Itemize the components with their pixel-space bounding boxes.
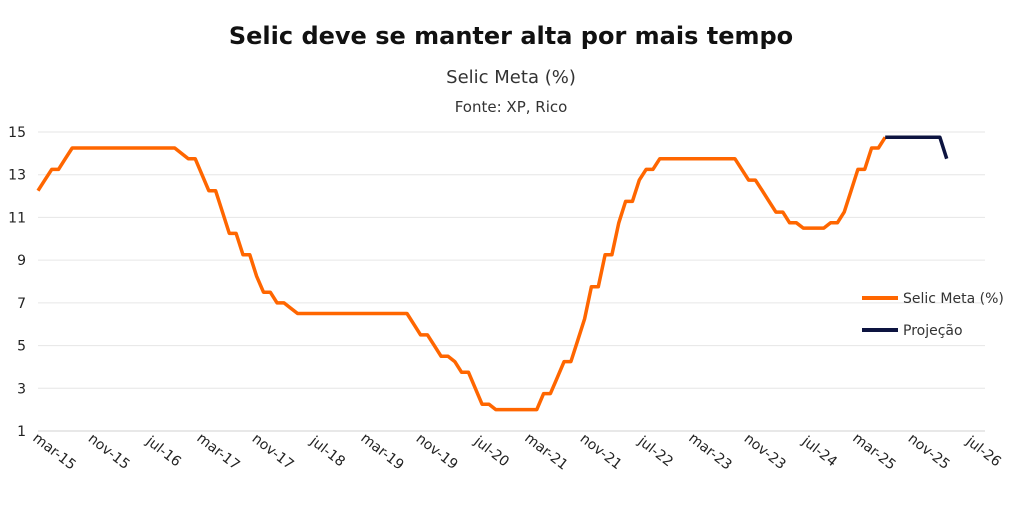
y-tick-label: 1	[17, 424, 26, 440]
y-tick-label: 5	[17, 339, 26, 355]
x-tick-label: jul-16	[142, 433, 184, 471]
gridlines	[38, 131, 985, 432]
x-tick-label: nov-19	[413, 431, 461, 473]
y-tick-label: 9	[17, 253, 26, 269]
y-axis: 15 13 11 9 7 5 3 1	[8, 125, 26, 440]
legend-label-selic: Selic Meta (%)	[903, 291, 1004, 307]
chart-title: Selic deve se manter alta por mais tempo	[229, 22, 793, 50]
legend: Selic Meta (%) Projeção	[862, 291, 1004, 339]
x-axis: mar-15 nov-15 jul-16 mar-17 nov-17 jul-18 mar-…	[30, 430, 1004, 473]
x-tick-label: mar-19	[357, 430, 406, 473]
x-tick-label: mar-25	[849, 430, 898, 473]
y-tick-label: 7	[17, 296, 26, 312]
x-tick-label: mar-23	[685, 430, 734, 473]
x-tick-label: mar-17	[194, 430, 243, 473]
x-tick-label: jul-22	[634, 433, 676, 471]
x-tick-label: nov-25	[905, 431, 953, 473]
series-line-projecao	[885, 135, 949, 160]
legend-label-projecao: Projeção	[903, 323, 963, 339]
x-tick-label: jul-26	[962, 433, 1004, 471]
x-tick-label: mar-15	[30, 430, 79, 473]
x-tick-label: jul-24	[798, 433, 840, 471]
y-tick-label: 15	[8, 125, 26, 141]
series-group	[36, 135, 949, 412]
chart-source: Fonte: XP, Rico	[455, 98, 568, 116]
y-tick-label: 11	[8, 210, 26, 226]
x-tick-label: nov-21	[577, 431, 625, 473]
series-line-selic	[36, 136, 887, 412]
y-tick-label: 13	[8, 168, 26, 184]
x-tick-label: mar-21	[521, 430, 570, 473]
y-tick-label: 3	[17, 381, 26, 397]
x-tick-label: nov-23	[741, 431, 789, 473]
chart-subtitle: Selic Meta (%)	[446, 67, 576, 88]
x-tick-label: jul-18	[306, 433, 348, 471]
x-tick-label: nov-17	[249, 431, 297, 473]
x-tick-label: jul-20	[470, 433, 512, 471]
x-tick-label: nov-15	[85, 431, 133, 473]
